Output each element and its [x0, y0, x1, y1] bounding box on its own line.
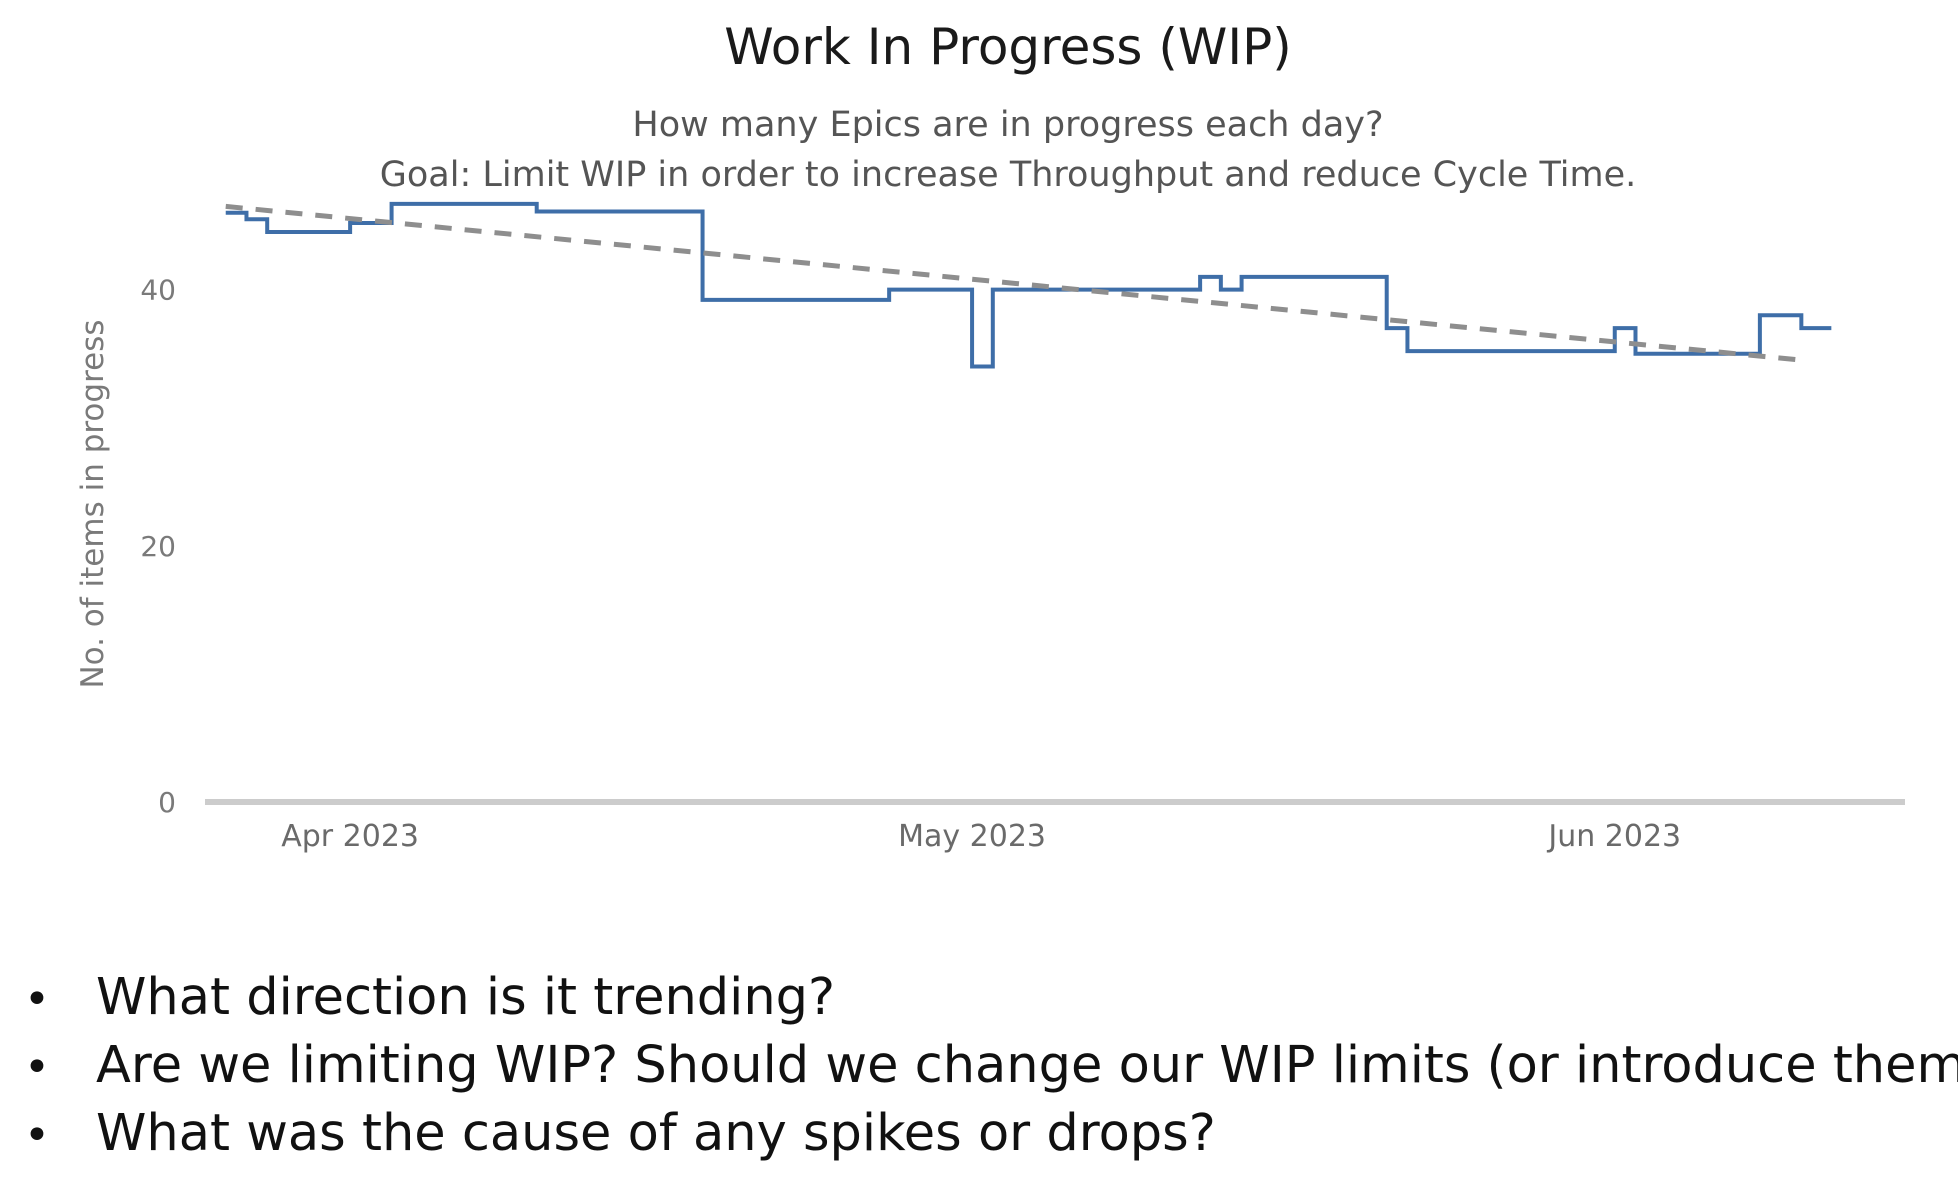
- y-tick-label: 0: [158, 786, 176, 819]
- chart-title: Work In Progress (WIP): [724, 18, 1291, 76]
- bullet-item: • What was the cause of any spikes or dro…: [24, 1101, 1958, 1169]
- y-axis-label: No. of items in progress: [75, 319, 111, 688]
- x-tick-label: Apr 2023: [281, 819, 419, 854]
- x-tick-label: May 2023: [898, 819, 1046, 854]
- y-tick-label: 20: [140, 530, 176, 563]
- bullet-marker: •: [24, 1042, 50, 1093]
- y-tick-label: 40: [140, 274, 176, 307]
- discussion-bullets: • What direction is it trending? • Are we …: [24, 965, 1958, 1169]
- trend-line: [225, 203, 1802, 363]
- x-tick-label: Jun 2023: [1546, 819, 1681, 854]
- bullet-text: Are we limiting WIP? Should we change ou…: [96, 1036, 1958, 1095]
- bullet-text: What direction is it trending?: [96, 968, 836, 1027]
- bullet-text: What was the cause of any spikes or drop…: [96, 1104, 1216, 1163]
- bullet-marker: •: [24, 974, 50, 1025]
- chart-subtitle-line-1: How many Epics are in progress each day?: [632, 105, 1383, 145]
- chart-subtitle-line-2: Goal: Limit WIP in order to increase Thr…: [380, 155, 1636, 195]
- bullet-item: • What direction is it trending?: [24, 965, 1958, 1033]
- bullet-item: • Are we limiting WIP? Should we change o…: [24, 1033, 1958, 1101]
- wip-chart: Work In Progress (WIP) How many Epics ar…: [75, 18, 1905, 854]
- bullet-marker: •: [24, 1110, 50, 1161]
- plot-area: 0 20 40 Apr 2023 May 2023 Jun 2023: [140, 201, 1905, 854]
